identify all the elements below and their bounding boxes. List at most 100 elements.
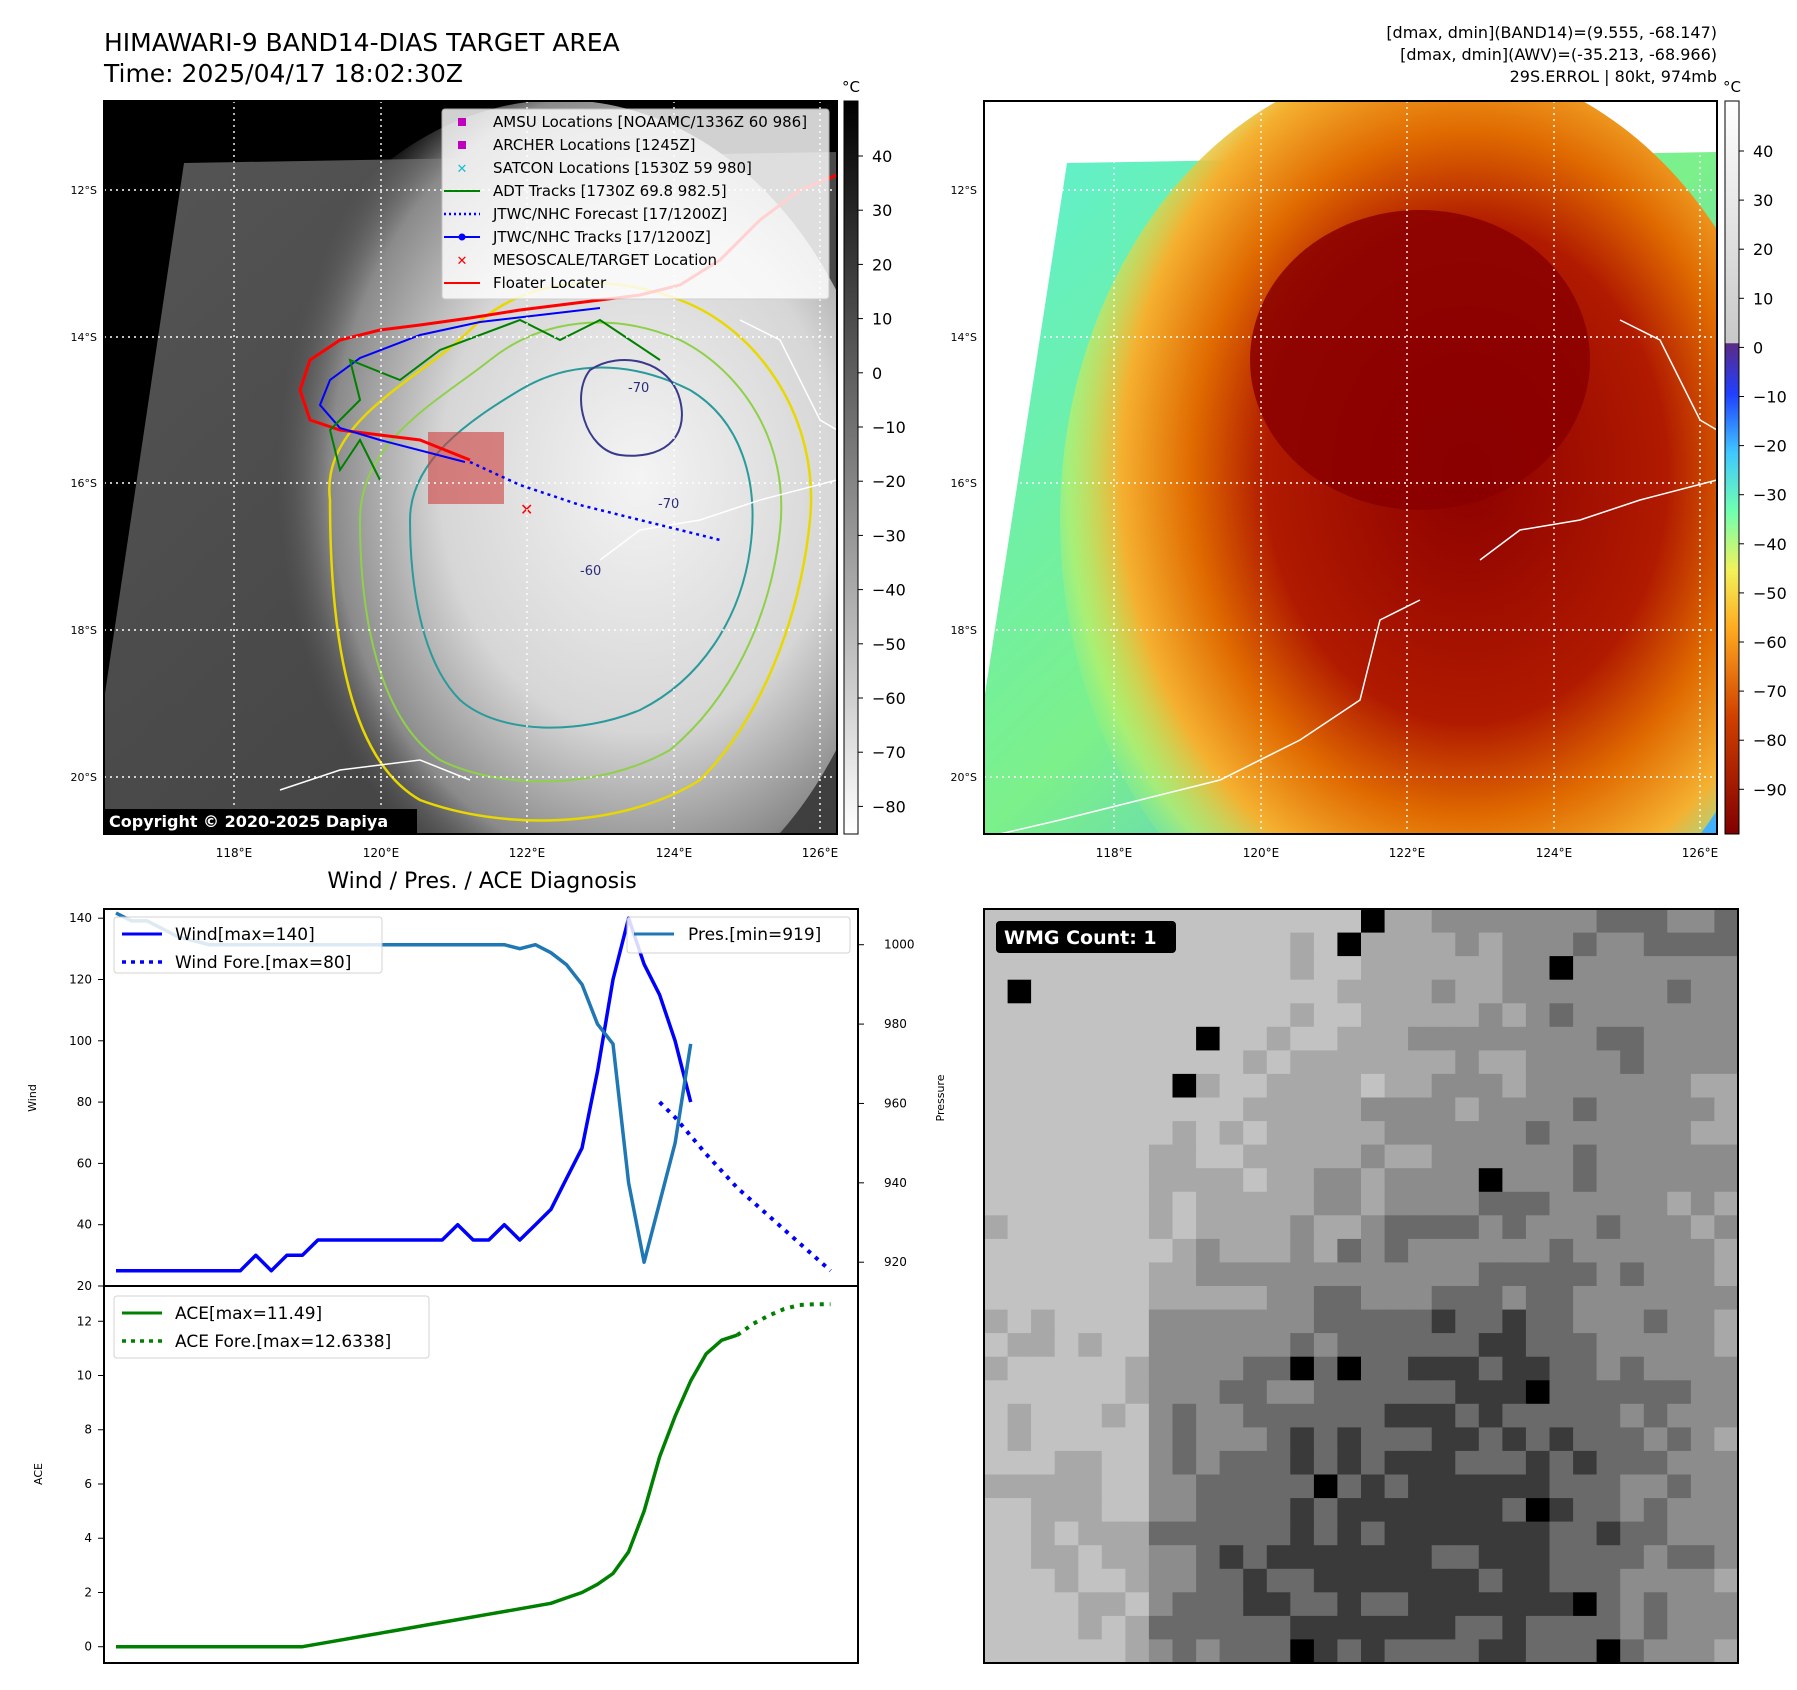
wmg-cell [1266,1474,1291,1499]
wmg-cell [1690,1380,1716,1405]
map1-contour-outer [328,281,813,822]
wmg-cell [1384,1380,1409,1405]
wmg-cell [1361,1521,1386,1546]
wmg-cell [1125,1050,1150,1075]
wmg-cell [1431,1238,1456,1264]
wmg-cell [1455,932,1480,957]
wmg-cell [1667,1286,1692,1311]
wmg-cell [1573,979,1598,1004]
wmg-cell [984,1309,1009,1334]
ace-series-line [116,1333,738,1649]
color-colorbar: °C 40 30 20 10 0 −10 −20 −30 −40 −50 −60 −70 −80 −90 [1723,78,1787,835]
wmg-cell [1243,909,1268,934]
wmg-cell [984,1333,1009,1358]
wmg-cell [1384,932,1409,957]
wmg-cell [1478,1168,1503,1193]
wmg-cell [1643,1333,1668,1358]
wmg-cell [1007,1474,1032,1499]
wmg-cell [1714,1450,1738,1476]
pressure-axis-label: Pressure [934,1074,947,1121]
wmg-cell [1431,1474,1456,1499]
wmg-cell [1219,1073,1244,1099]
wmg-cell [1361,1450,1386,1476]
wmg-cell [1431,1144,1456,1169]
wmg-cell [1573,1191,1598,1216]
wmg-cell [1455,1592,1480,1617]
wmg-cell [1313,956,1339,981]
wmg-cell [1596,1215,1621,1240]
wmg-cell [1007,1545,1032,1570]
map-legend-label: Floater Locater [493,274,607,292]
wmg-cell [1478,1545,1503,1570]
wmg-cell [984,1639,1009,1663]
wmg-cell [1148,1003,1174,1028]
wmg-cell [1573,1450,1598,1476]
wmg-cell [1502,1121,1527,1146]
map1-floater-box [428,432,504,504]
wmg-cell [1266,909,1291,934]
map-legend-item: ✕ MESOSCALE/TARGET Location [457,251,718,269]
wmg-cell [1101,1474,1126,1499]
wmg-cell [1101,956,1126,981]
wmg-cell [1007,1309,1032,1334]
wmg-cell [1478,1568,1503,1593]
wmg-cell [1313,1450,1339,1476]
wmg-cell [1667,1073,1692,1099]
map2-lon-label-122: 122°E [1389,846,1426,860]
wmg-cell [1455,1286,1480,1311]
wmg-cell [1290,1545,1315,1570]
wmg-cell [1361,1191,1386,1216]
wmg-cell [1361,1498,1386,1523]
wmg-cell [1266,1191,1291,1216]
wmg-cell [1078,979,1103,1004]
wmg-cell [1620,1121,1645,1146]
wmg-cell [984,1427,1009,1452]
wmg-cell [1054,1639,1079,1663]
wmg-cell [1573,1498,1598,1523]
map1-lon-label-122: 122°E [509,846,546,860]
wmg-cell [984,1521,1009,1546]
wmg-cell [1525,1050,1551,1075]
wmg-cell [1690,1592,1716,1617]
wmg-cell [1337,1403,1362,1428]
map1-coastline-east [599,479,837,561]
wmg-cell [1361,932,1386,957]
wmg-cell [1620,1427,1645,1452]
wmg-cell [1455,1498,1480,1523]
wmg-cell [984,1238,1009,1264]
wmg-cell [1596,1238,1621,1264]
wmg-cell [984,979,1009,1004]
wmg-cell [1148,1168,1174,1193]
wmg-cell [1478,1615,1503,1641]
wmg-cell [1243,1309,1268,1334]
wmg-cell [1478,1356,1503,1381]
wmg-cell [1219,1003,1244,1028]
wmg-cell [1196,1191,1221,1216]
wmg-cell [1078,1568,1103,1593]
wmg-cell [1219,1474,1244,1499]
wmg-cell [1596,1286,1621,1311]
map-legend-item: ADT Tracks [1730Z 69.8 982.5] [444,182,727,200]
wmg-cell [1714,1380,1738,1405]
wmg-cell [1549,1003,1574,1028]
wmg-cell [1408,956,1433,981]
wmg-cell [1549,1592,1574,1617]
wmg-cell [1525,979,1551,1004]
wmg-cell [1196,1003,1221,1028]
wmg-cell [1361,956,1386,981]
wmg-cell [1384,1356,1409,1381]
wmg-cell [1525,1403,1551,1428]
wmg-cell [1031,1568,1056,1593]
map-legend-item: ✕ SATCON Locations [1530Z 59 980] [457,159,752,177]
wmg-cell [1408,1521,1433,1546]
wmg-cell [1101,979,1126,1004]
wmg-cell [1337,909,1362,934]
map1-lon-label-120: 120°E [363,846,400,860]
wmg-cell [1573,956,1598,981]
wmg-cell [1573,1026,1598,1051]
wmg-cell [1549,1191,1574,1216]
wmg-cell [1078,1144,1103,1169]
wmg-cell [1525,1238,1551,1264]
wmg-cell [1172,1498,1197,1523]
wmg-cell [1219,909,1244,934]
